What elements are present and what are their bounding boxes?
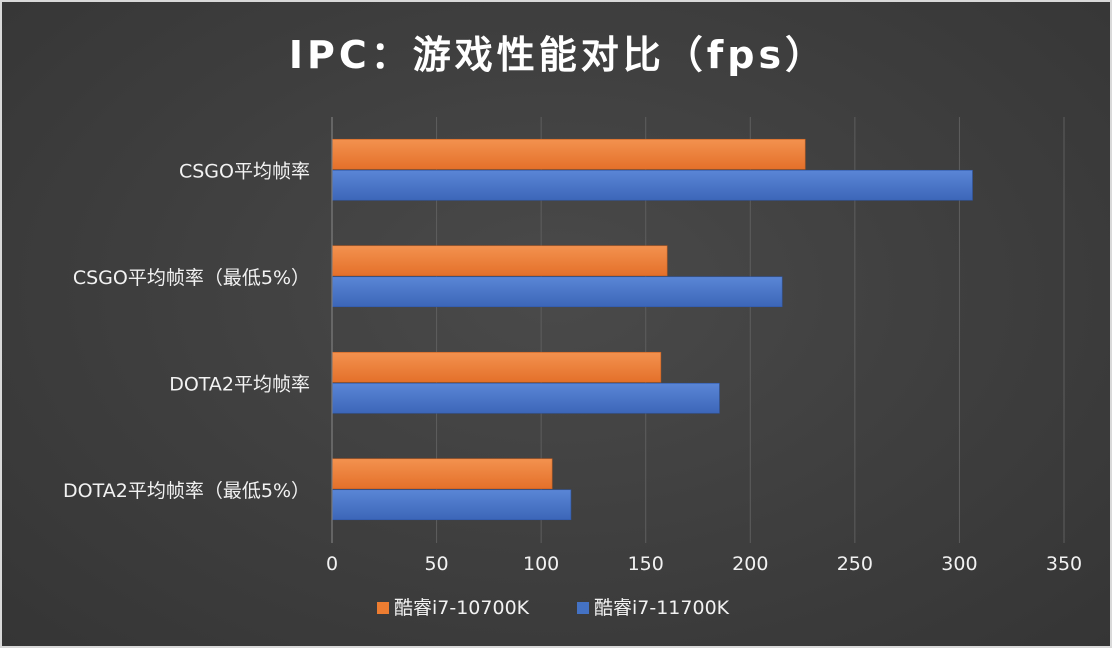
chart-title: IPC：游戏性能对比（fps） [289,33,827,77]
legend-label: 酷睿i7-11700K [594,597,730,619]
bar-i7-11700k [332,169,973,201]
legend-swatch [577,602,589,614]
x-tick-label: 150 [628,553,664,575]
x-tick-label: 200 [732,553,768,575]
bar-i7-10700k [332,351,662,383]
legend-swatch [377,602,389,614]
category-label: DOTA2平均帧率（最低5%） [63,480,310,502]
x-tick-label: 350 [1046,553,1082,575]
x-tick-labels: 0 50 100 150 200 250 300 350 [326,553,1082,575]
category-label: CSGO平均帧率（最低5%） [73,267,310,289]
bar-i7-10700k [332,458,553,490]
category-label: DOTA2平均帧率 [169,373,310,395]
x-tick-label: 50 [424,553,448,575]
x-tick-label: 0 [326,553,338,575]
category-label: CSGO平均帧率 [179,160,310,182]
bar-i7-11700k [332,382,720,414]
bar-i7-11700k [332,276,783,308]
bars [332,138,973,521]
x-tick-label: 100 [523,553,559,575]
bar-i7-10700k [332,138,806,170]
x-tick-label: 300 [941,553,977,575]
legend: 酷睿i7-10700K 酷睿i7-11700K [377,597,730,619]
x-tick-label: 250 [837,553,873,575]
bar-i7-11700k [332,489,572,521]
category-labels: CSGO平均帧率 CSGO平均帧率（最低5%） DOTA2平均帧率 DOTA2平均帧率… [63,160,310,502]
bar-i7-10700k [332,245,668,277]
legend-label: 酷睿i7-10700K [394,597,530,619]
